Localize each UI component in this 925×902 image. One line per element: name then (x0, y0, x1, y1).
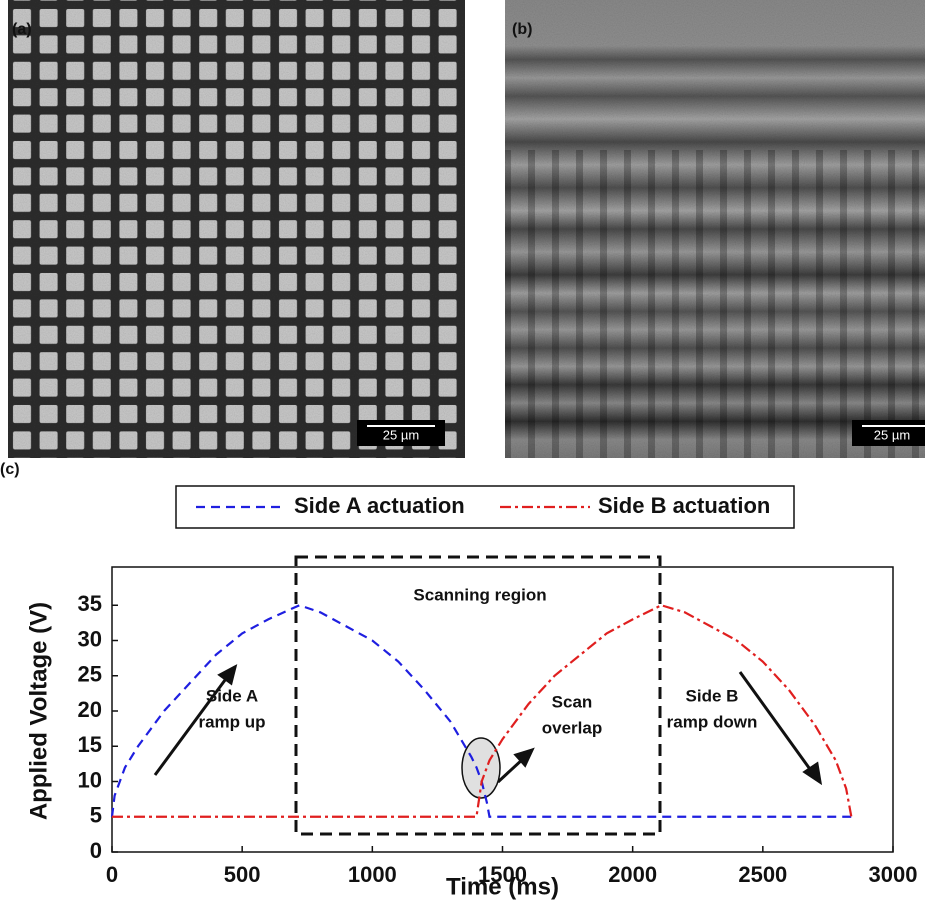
x-axis-label: Time (ms) (446, 873, 559, 900)
x-tick-label: 2000 (608, 862, 657, 887)
annotation: Side A (206, 686, 258, 705)
y-tick-label: 30 (78, 626, 102, 651)
x-tick-label: 1500 (478, 862, 527, 887)
image-a: 25 µm (a) (8, 0, 465, 458)
legend-label: Side A actuation (294, 493, 465, 518)
annotation: ramp down (667, 712, 758, 731)
y-tick-label: 10 (78, 767, 102, 792)
x-tick-label: 0 (106, 862, 118, 887)
annotation: Scanning region (413, 585, 546, 604)
y-tick-label: 20 (78, 697, 102, 722)
annotation: Side B (686, 686, 739, 705)
annotation: Scan (552, 692, 593, 711)
x-tick-label: 1000 (348, 862, 397, 887)
x-tick-label: 3000 (869, 862, 918, 887)
x-tick-label: 2500 (738, 862, 787, 887)
panel-label: (a) (12, 21, 32, 38)
line-chart: 0 500 1000 1500 2000 2500 3000 0 5 10 15 20 25 30 35 Ti… (25, 485, 918, 900)
image-b: 25 µm (b) (505, 0, 925, 458)
arrows (153, 664, 823, 786)
y-tick-label: 5 (90, 803, 102, 828)
legend-label: Side B actuation (598, 493, 770, 518)
y-tick-label: 25 (78, 662, 102, 687)
annotation: ramp up (198, 712, 265, 731)
scale-bar-label: 25 µm (874, 427, 910, 442)
y-axis-label: Applied Voltage (V) (25, 602, 52, 820)
panel-label: (c) (0, 461, 20, 478)
x-tick-label: 500 (224, 862, 261, 887)
y-tick-label: 0 (90, 838, 102, 863)
annotation: overlap (542, 718, 602, 737)
scanning-region-box (294, 555, 662, 836)
overlap-ellipse (461, 737, 501, 799)
series-line (112, 604, 853, 818)
panel-label: (b) (512, 21, 532, 38)
y-tick-label: 35 (78, 591, 102, 616)
y-tick-label: 15 (78, 732, 102, 757)
plot-area (111, 566, 894, 853)
scale-bar-label: 25 µm (383, 427, 419, 442)
